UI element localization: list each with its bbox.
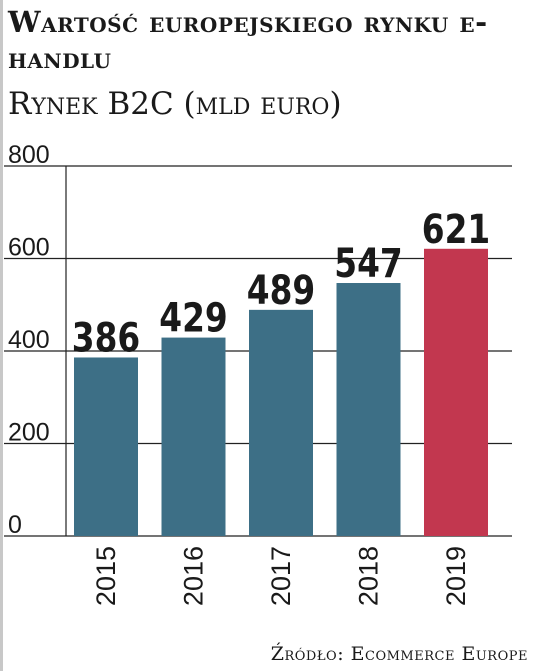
value-label-2018: 547 bbox=[334, 240, 402, 287]
y-tick-label: 600 bbox=[8, 234, 50, 262]
y-tick-label: 400 bbox=[8, 326, 50, 354]
x-tick-label-2015: 2015 bbox=[91, 546, 121, 606]
x-tick-label-2018: 2018 bbox=[354, 546, 384, 606]
chart-subtitle: Rynek B2C (mld euro) bbox=[8, 86, 342, 122]
bar-2018 bbox=[336, 283, 401, 536]
bar-2015 bbox=[74, 357, 138, 536]
value-label-2016: 429 bbox=[159, 294, 227, 341]
chart-title: Wartość europejskiego rynku e-handlu bbox=[8, 5, 488, 75]
bar-2019 bbox=[424, 248, 488, 536]
x-tick-label-2017: 2017 bbox=[266, 546, 296, 606]
x-axis-ticks: 2015 2016 2017 2018 2019 bbox=[91, 546, 471, 606]
y-axis-ticks: 0 200 400 600 800 bbox=[8, 141, 50, 539]
bars bbox=[74, 248, 488, 536]
value-label-2017: 489 bbox=[247, 267, 315, 314]
bar-2017 bbox=[249, 309, 313, 536]
value-labels: 386 429 489 547 621 bbox=[72, 206, 490, 362]
y-tick-label: 0 bbox=[8, 511, 22, 539]
source-note: Źródło: Ecommerce Europe bbox=[270, 643, 528, 665]
bar-2016 bbox=[161, 337, 226, 536]
left-edge-rule bbox=[0, 0, 3, 671]
value-label-2019: 621 bbox=[422, 206, 490, 253]
x-tick-label-2019: 2019 bbox=[441, 546, 471, 606]
x-tick-label-2016: 2016 bbox=[179, 546, 209, 606]
y-tick-label: 200 bbox=[8, 419, 50, 447]
y-tick-label: 800 bbox=[8, 141, 50, 169]
value-label-2015: 386 bbox=[72, 314, 140, 361]
